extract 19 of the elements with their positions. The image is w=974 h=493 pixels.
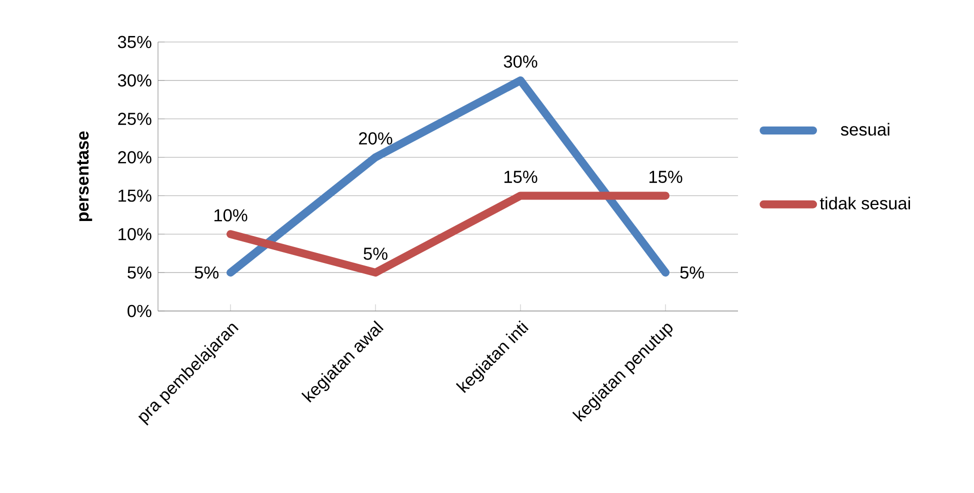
- data-label: 5%: [680, 266, 704, 279]
- y-tick-label: 10%: [118, 228, 152, 240]
- data-label: 5%: [194, 266, 219, 279]
- data-label: 30%: [504, 55, 538, 68]
- y-tick-label: 15%: [118, 190, 152, 202]
- y-tick-label: 5%: [128, 266, 152, 279]
- data-label: 15%: [504, 170, 538, 184]
- data-label: 5%: [364, 248, 388, 260]
- y-axis-title: persentase: [77, 131, 92, 222]
- legend-label: tidak sesuai: [820, 196, 910, 210]
- data-label: 20%: [359, 132, 392, 145]
- data-label: 10%: [214, 209, 248, 222]
- y-tick-label: 30%: [118, 74, 152, 87]
- y-tick-label: 25%: [118, 112, 152, 125]
- y-tick-label: 20%: [118, 151, 152, 164]
- data-label: 15%: [649, 170, 682, 184]
- y-tick-label: 0%: [128, 304, 152, 318]
- y-tick-label: 35%: [118, 36, 152, 48]
- legend-label: sesuai: [840, 122, 890, 136]
